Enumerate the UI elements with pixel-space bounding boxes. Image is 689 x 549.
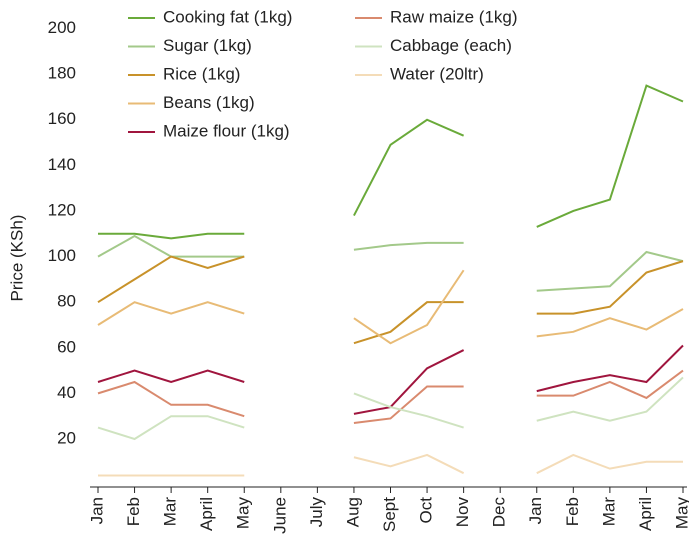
series-line bbox=[98, 84, 684, 240]
y-tick-label: 140 bbox=[48, 155, 76, 174]
series-line bbox=[97, 376, 684, 441]
y-tick-label: 60 bbox=[57, 337, 76, 356]
x-tick-label: April bbox=[636, 497, 655, 531]
x-tick-label: Oct bbox=[417, 497, 436, 524]
x-tick-label: April bbox=[197, 497, 216, 531]
x-tick-label: May bbox=[234, 497, 253, 530]
series-line bbox=[97, 234, 684, 292]
y-tick-label: 80 bbox=[57, 292, 76, 311]
series-line bbox=[98, 453, 683, 477]
x-tick-label: Feb bbox=[563, 497, 582, 526]
x-tick-label: May bbox=[672, 497, 689, 530]
y-tick-label: 120 bbox=[48, 200, 76, 219]
x-tick-label: Dec bbox=[490, 497, 509, 528]
series-line bbox=[97, 255, 684, 345]
x-tick-label: Jan bbox=[87, 497, 106, 524]
x-tick-label: Feb bbox=[124, 497, 143, 526]
x-tick-label: June bbox=[270, 497, 289, 534]
legend-label: Sugar (1kg) bbox=[163, 36, 252, 55]
legend-label: Cabbage (each) bbox=[390, 36, 512, 55]
x-tick-label: Nov bbox=[453, 497, 472, 528]
x-tick-label: Mar bbox=[161, 497, 180, 527]
y-axis-label: Price (KSh) bbox=[7, 215, 26, 302]
legend-label: Cooking fat (1kg) bbox=[163, 7, 292, 26]
legend-label: Raw maize (1kg) bbox=[390, 7, 518, 26]
x-tick-label: Aug bbox=[343, 497, 362, 527]
y-tick-label: 160 bbox=[48, 109, 76, 128]
y-tick-label: 200 bbox=[48, 18, 76, 37]
x-tick-label: Jan bbox=[526, 497, 545, 524]
x-tick-label: July bbox=[307, 497, 326, 528]
series-line bbox=[97, 369, 684, 425]
legend-label: Beans (1kg) bbox=[163, 93, 255, 112]
y-tick-label: 20 bbox=[57, 428, 76, 447]
legend-label: Water (20ltr) bbox=[390, 64, 484, 83]
y-tick-label: 100 bbox=[48, 246, 76, 265]
y-tick-label: 180 bbox=[48, 64, 76, 83]
x-tick-label: Mar bbox=[599, 497, 618, 527]
legend-label: Maize flour (1kg) bbox=[163, 121, 290, 140]
legend-label: Rice (1kg) bbox=[163, 64, 240, 83]
series-line bbox=[97, 269, 684, 345]
x-tick-label: Sept bbox=[380, 497, 399, 532]
y-tick-label: 40 bbox=[57, 383, 76, 402]
series-line bbox=[97, 344, 684, 415]
